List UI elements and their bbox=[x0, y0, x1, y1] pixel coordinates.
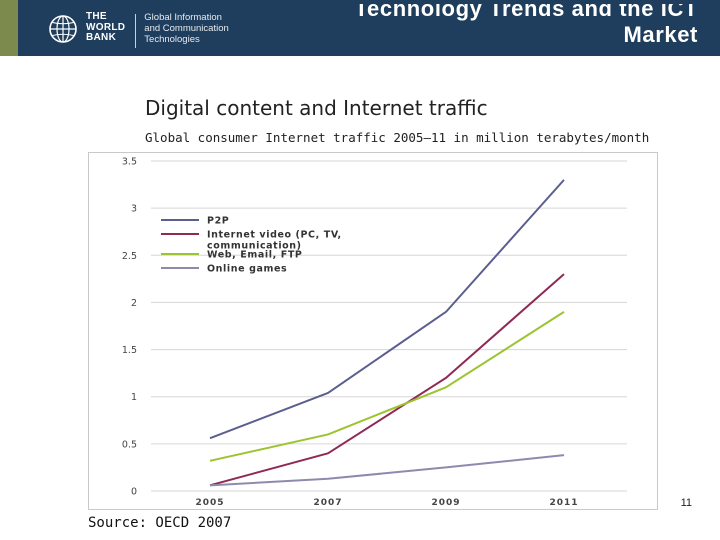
legend-label: Internet video (PC, TV, bbox=[207, 230, 342, 241]
source-note: Source: OECD 2007 bbox=[88, 515, 232, 531]
series-line bbox=[209, 273, 565, 487]
slide-title: Digital content and Internet traffic bbox=[145, 96, 488, 120]
logo-wordmark: THE WORLD BANK bbox=[86, 11, 126, 44]
chart-frame: 0 0.5 1 1.5 2 2.5 3 3.5 2005 2007 2009 2011 P2P Inter… bbox=[88, 152, 658, 510]
logo-line-the: THE bbox=[86, 11, 107, 22]
y-tick-label: 1.5 bbox=[122, 345, 137, 356]
y-tick-label: 0 bbox=[131, 487, 137, 498]
y-tick-label: 2 bbox=[131, 298, 137, 309]
header-title-line-2: Market bbox=[623, 22, 698, 47]
chart-subtitle: Global consumer Internet traffic 2005–11… bbox=[145, 130, 650, 145]
y-tick-label: 1 bbox=[131, 392, 137, 403]
legend-label: P2P bbox=[207, 216, 229, 227]
x-tick-label: 2007 bbox=[313, 498, 342, 508]
logo-line-bank: BANK bbox=[86, 32, 117, 43]
series-line bbox=[209, 311, 565, 462]
header-bar: THE WORLD BANK Global Information and Co… bbox=[0, 0, 720, 56]
header-title: Technology Trends and the ICT Market bbox=[268, 4, 698, 56]
y-tick-label: 3.5 bbox=[122, 157, 137, 168]
logo-line-world: WORLD bbox=[86, 21, 126, 33]
series-line bbox=[209, 179, 565, 440]
y-tick-label: 3 bbox=[131, 204, 137, 215]
legend-label: Online games bbox=[207, 264, 287, 275]
series-line bbox=[209, 454, 565, 487]
x-tick-label: 2009 bbox=[431, 498, 460, 508]
x-tick-label: 2011 bbox=[549, 498, 578, 508]
line-chart: 0 0.5 1 1.5 2 2.5 3 3.5 2005 2007 2009 2011 P2P Inter… bbox=[122, 157, 627, 508]
legend-label: communication) bbox=[207, 241, 302, 252]
logo-divider bbox=[135, 14, 137, 48]
globe-icon bbox=[49, 15, 77, 43]
unit-line-1: Global Information bbox=[144, 12, 222, 23]
world-bank-logo: THE WORLD BANK Global Information and Co… bbox=[48, 11, 229, 52]
y-tick-label: 0.5 bbox=[122, 439, 137, 450]
unit-line-3: Technologies bbox=[144, 34, 200, 45]
page-number: 11 bbox=[680, 497, 692, 509]
unit-line-2: and Communication bbox=[144, 23, 229, 34]
unit-name: Global Information and Communication Tec… bbox=[144, 12, 229, 45]
legend-label: Web, Email, FTP bbox=[207, 250, 302, 261]
y-tick-label: 2.5 bbox=[122, 251, 137, 262]
x-tick-label: 2005 bbox=[195, 498, 224, 508]
header-title-line-1: Technology Trends and the ICT bbox=[354, 4, 698, 21]
header-accent-stripe bbox=[0, 0, 18, 56]
